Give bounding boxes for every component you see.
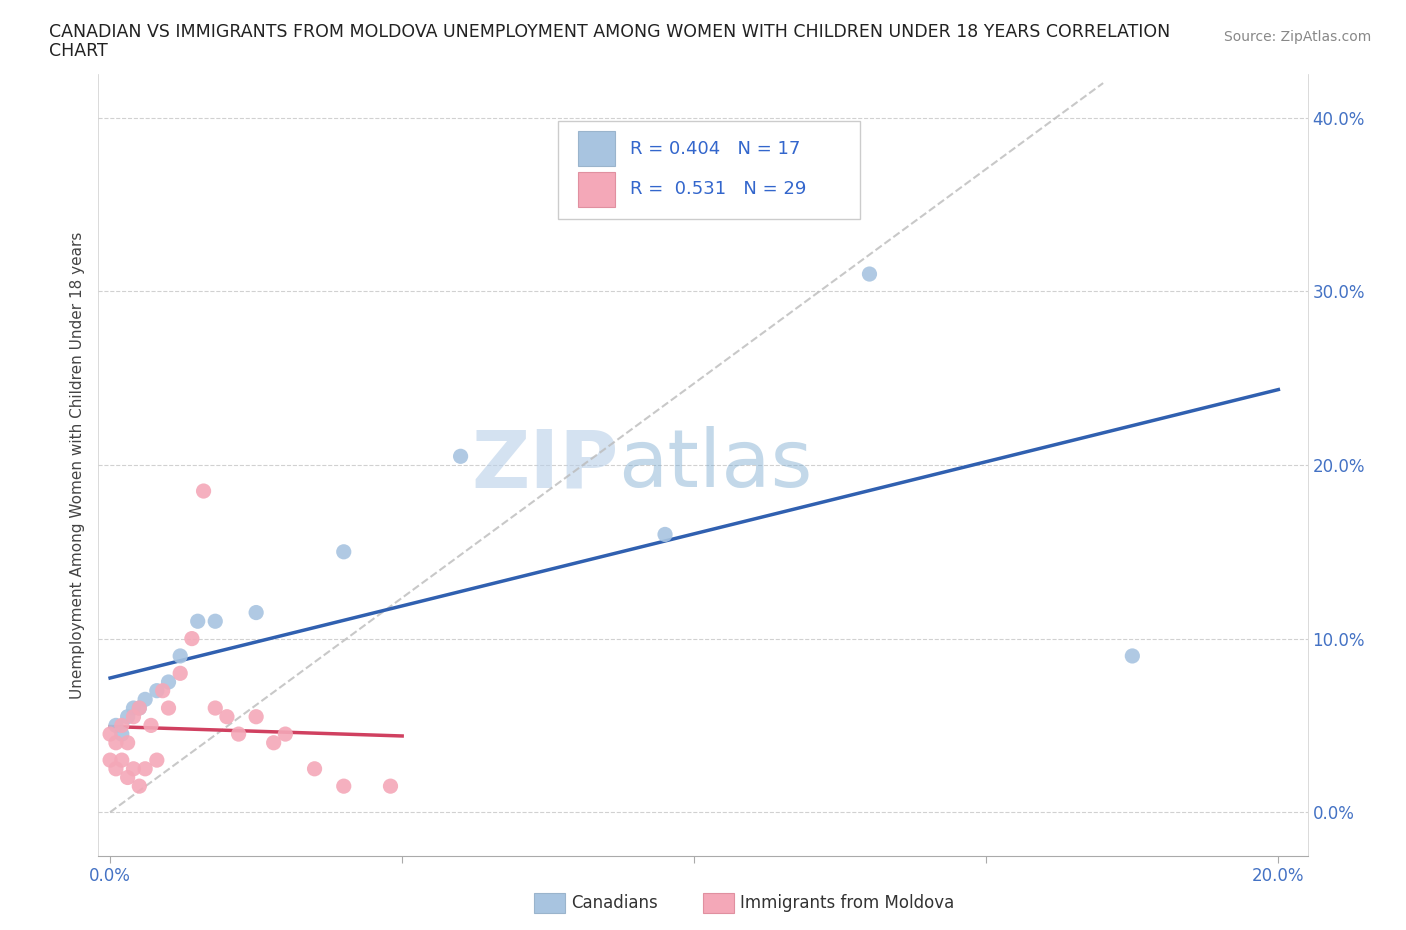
Point (332, 778, 354, 793)
Text: Immigrants from Moldova: Immigrants from Moldova (740, 894, 953, 912)
Point (117, 736, 139, 751)
Point (128, 778, 150, 793)
Point (134, 692, 156, 707)
Point (380, 778, 402, 793)
Point (332, 544, 354, 559)
Point (654, 527, 676, 542)
Point (215, 710, 238, 724)
Point (169, 648, 191, 663)
Point (104, 718, 127, 733)
Point (157, 674, 180, 689)
Point (858, 267, 880, 282)
Point (157, 700, 180, 715)
Y-axis label: Unemployment Among Women with Children Under 18 years: Unemployment Among Women with Children U… (69, 232, 84, 698)
Bar (578, 131, 614, 166)
Point (122, 710, 145, 724)
Point (245, 605, 267, 620)
Point (228, 726, 250, 741)
Text: atlas: atlas (619, 426, 813, 504)
Point (98, 726, 121, 741)
Point (245, 710, 267, 724)
Bar (578, 172, 614, 206)
Text: CANADIAN VS IMMIGRANTS FROM MOLDOVA UNEMPLOYMENT AMONG WOMEN WITH CHILDREN UNDER: CANADIAN VS IMMIGRANTS FROM MOLDOVA UNEM… (49, 23, 1170, 41)
Point (304, 762, 326, 777)
Point (122, 762, 145, 777)
Point (193, 484, 215, 498)
Point (1121, 648, 1143, 663)
Point (180, 631, 202, 646)
Text: Canadians: Canadians (571, 894, 658, 912)
Point (111, 718, 134, 733)
Text: CHART: CHART (49, 42, 108, 60)
Point (128, 700, 150, 715)
Text: Source: ZipAtlas.com: Source: ZipAtlas.com (1223, 30, 1371, 44)
Text: ZIP: ZIP (471, 426, 619, 504)
Text: R = 0.404   N = 17: R = 0.404 N = 17 (630, 140, 801, 157)
Point (117, 770, 139, 785)
Point (134, 762, 156, 777)
Point (111, 752, 134, 767)
Point (104, 762, 127, 777)
Point (169, 666, 191, 681)
Point (139, 718, 162, 733)
Point (204, 700, 226, 715)
Point (146, 684, 169, 698)
Point (128, 700, 150, 715)
Point (187, 614, 209, 629)
Point (450, 449, 472, 464)
Point (204, 614, 226, 629)
Point (117, 710, 139, 724)
FancyBboxPatch shape (558, 121, 860, 219)
Point (152, 684, 174, 698)
Point (98, 752, 121, 767)
Point (263, 736, 285, 751)
Point (274, 726, 297, 741)
Point (146, 752, 169, 767)
Point (104, 736, 127, 751)
Point (122, 700, 145, 715)
Text: R =  0.531   N = 29: R = 0.531 N = 29 (630, 180, 807, 198)
Point (111, 726, 134, 741)
